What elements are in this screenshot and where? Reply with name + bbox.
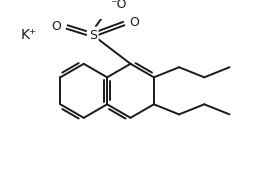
Text: K⁺: K⁺ — [21, 28, 37, 42]
Text: S: S — [89, 29, 97, 42]
Text: ⁻O: ⁻O — [110, 0, 126, 11]
Text: O: O — [130, 16, 140, 29]
Text: O: O — [51, 20, 61, 33]
